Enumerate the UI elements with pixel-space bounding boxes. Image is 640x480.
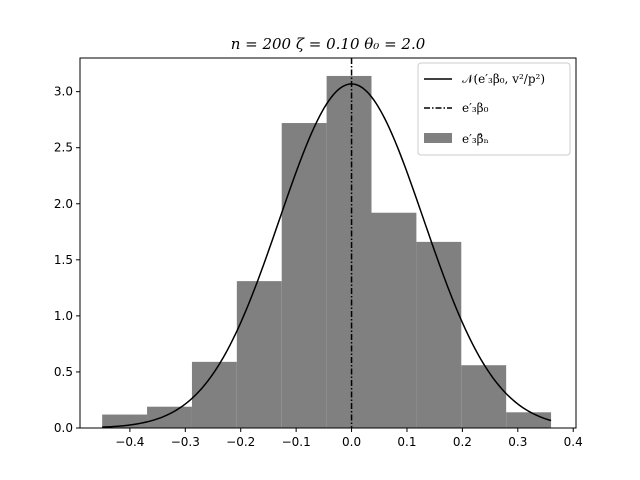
normal-curve-layer: [102, 83, 552, 428]
y-tick-label: 1.5: [54, 253, 73, 267]
legend-histogram-swatch: [424, 133, 452, 143]
x-tick-label: 0.2: [453, 435, 472, 449]
legend-true-value-label: e′₃β₀: [462, 101, 489, 115]
y-tick-label: 0.0: [54, 421, 73, 435]
x-tick-label: 0.4: [564, 435, 583, 449]
histogram-bar-7: [416, 241, 462, 428]
y-tick-label: 2.0: [54, 197, 73, 211]
x-tick-label: −0.4: [115, 435, 144, 449]
histogram-bar-9: [506, 412, 552, 428]
plot-frame: [79, 57, 577, 429]
histogram-bar-3: [236, 281, 282, 428]
x-tick-label: −0.3: [171, 435, 200, 449]
y-tick-label: 0.5: [54, 365, 73, 379]
y-tick-label: 3.0: [54, 85, 73, 99]
x-tick-label: −0.2: [226, 435, 255, 449]
histogram-bar-1: [147, 406, 192, 428]
histogram-bar-8: [461, 365, 507, 428]
legend-box: [417, 62, 571, 156]
x-axis: −0.4 −0.3 −0.2 −0.1 0.0 0.1 0.2 0.3 0.4: [115, 428, 583, 449]
legend: 𝒩(e′₃β₀, v²/p²) e′₃β₀ e′₃β̂ₙ: [417, 62, 571, 156]
y-tick-label: 1.0: [54, 309, 73, 323]
x-tick-label: 0.0: [342, 435, 361, 449]
x-tick-label: 0.1: [397, 435, 416, 449]
x-tick-label: 0.3: [508, 435, 527, 449]
x-tick-label: −0.1: [282, 435, 311, 449]
legend-histogram-label: e′₃β̂ₙ: [462, 132, 489, 146]
histogram-bar-6: [371, 212, 417, 428]
y-tick-label: 2.5: [54, 141, 73, 155]
chart-title: n = 200 ζ = 0.10 θ₀ = 2.0: [231, 35, 426, 53]
y-axis: 0.0 0.5 1.0 1.5 2.0 2.5 3.0: [54, 85, 80, 435]
histogram-bar-5: [326, 75, 372, 428]
legend-curve-label: 𝒩(e′₃β₀, v²/p²): [462, 72, 545, 86]
normal-density-curve: [102, 83, 552, 428]
histogram-bar-4: [281, 123, 327, 428]
histogram-bars: [102, 75, 552, 428]
